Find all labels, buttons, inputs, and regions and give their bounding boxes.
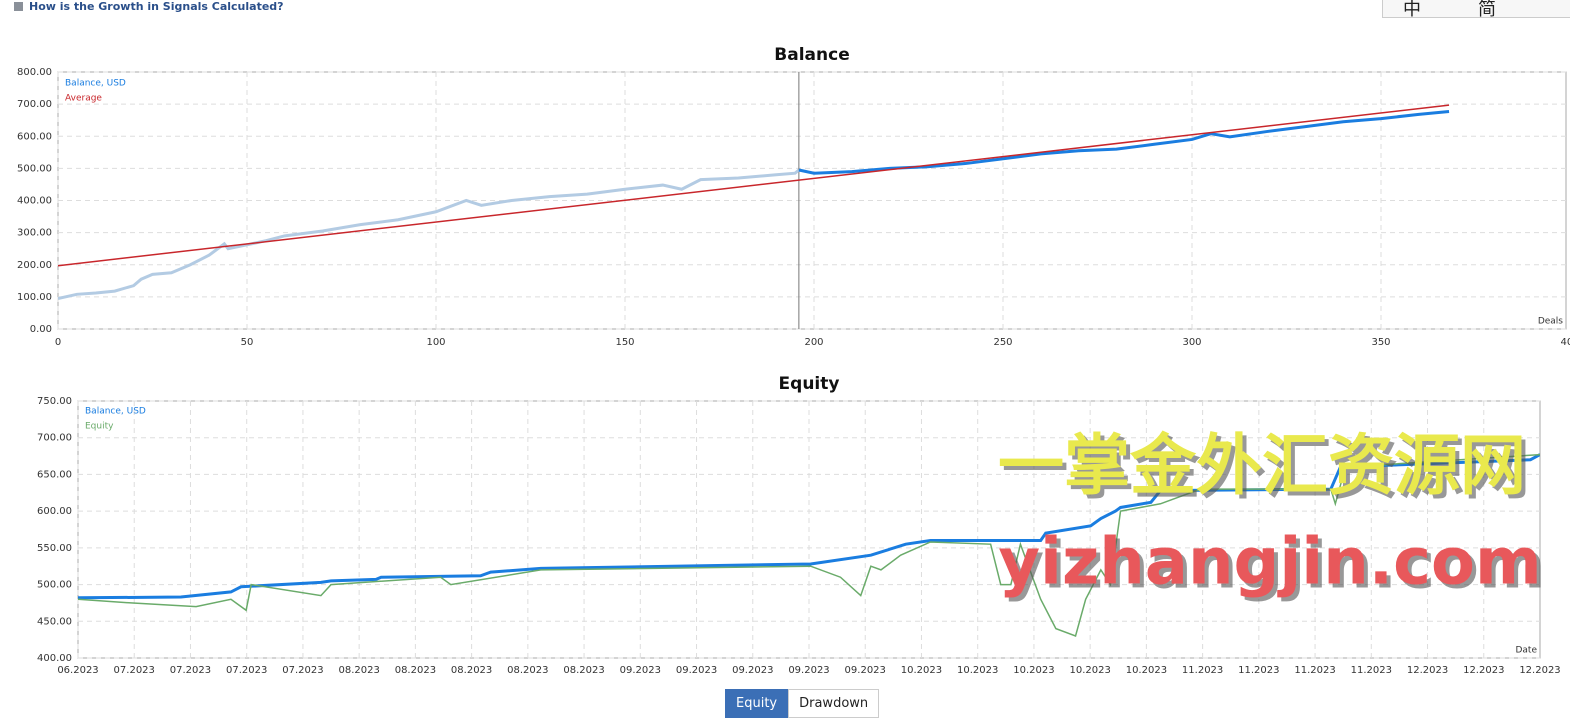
x-tick-label: 12.2023 <box>1519 665 1560 676</box>
x-tick-label: 11.2023 <box>1351 665 1392 676</box>
legend-label: Average <box>65 94 102 104</box>
y-tick-label: 700.00 <box>17 99 52 110</box>
x-tick-label: 08.2023 <box>338 665 379 676</box>
x-tick-label: 08.2023 <box>451 665 492 676</box>
x-tick-label: 100 <box>426 337 445 348</box>
x-axis-label: Date <box>1515 646 1537 656</box>
y-tick-label: 800.00 <box>17 67 52 78</box>
y-tick-label: 0.00 <box>30 324 52 335</box>
x-axis-label: Deals <box>1538 317 1563 327</box>
y-tick-label: 650.00 <box>37 469 72 480</box>
y-tick-label: 500.00 <box>17 163 52 174</box>
x-tick-label: 10.2023 <box>1013 665 1054 676</box>
watermark-text: yizhangjin.com <box>998 526 1541 600</box>
y-tick-label: 550.00 <box>37 543 72 554</box>
charts: Balance 0.00 100.00 200.00 300.00 400.00 500.0… <box>17 45 1570 676</box>
y-tick-label: 300.00 <box>17 228 52 239</box>
x-tick-label: 09.2023 <box>620 665 661 676</box>
x-tick-label: 09.2023 <box>845 665 886 676</box>
series-line <box>78 453 1540 637</box>
x-tick-label: 10.2023 <box>957 665 998 676</box>
ime-toolbar: 中 简 <box>1382 0 1570 20</box>
x-tick-label: 150 <box>615 337 634 348</box>
x-tick-label: 250 <box>993 337 1012 348</box>
ime-text[interactable]: 中 <box>1403 0 1421 20</box>
legend-label: Balance, USD <box>85 407 146 417</box>
legend-label: Equity <box>85 422 114 432</box>
x-tick-label: 300 <box>1182 337 1201 348</box>
x-tick-label: 0 <box>55 337 61 348</box>
x-tick-label: 07.2023 <box>226 665 267 676</box>
watermark: 一掌金外汇资源网 一掌金外汇资源网 yizhangjin.com yizhang… <box>998 427 1546 604</box>
link-text[interactable]: How is the Growth in Signals Calculated? <box>29 0 284 13</box>
watermark-text: 一掌金外汇资源网 <box>998 427 1526 504</box>
equity-button[interactable]: Equity <box>725 689 789 718</box>
series-line <box>58 104 1450 267</box>
y-tick-label: 600.00 <box>37 506 72 517</box>
x-tick-label: 350 <box>1371 337 1390 348</box>
watermark-shadow: 一掌金外汇资源网 <box>1002 431 1530 508</box>
y-tick-label: 400.00 <box>17 196 52 207</box>
tab-buttons: Equity Drawdown <box>725 689 880 718</box>
x-tick-label: 07.2023 <box>170 665 211 676</box>
icon <box>14 2 23 11</box>
x-tick-label: 200 <box>804 337 823 348</box>
series-line <box>78 453 1540 600</box>
y-tick-label: 600.00 <box>17 131 52 142</box>
x-tick-label: 11.2023 <box>1238 665 1279 676</box>
x-tick-label: 10.2023 <box>1126 665 1167 676</box>
x-tick-label: 11.2023 <box>1182 665 1223 676</box>
y-tick-label: 500.00 <box>37 580 72 591</box>
series-line <box>58 168 800 300</box>
chart-title: Balance <box>774 45 849 65</box>
y-tick-label: 100.00 <box>17 292 52 303</box>
x-tick-label: 09.2023 <box>732 665 773 676</box>
series-line <box>798 110 1450 175</box>
x-tick-label: 06.2023 <box>57 665 98 676</box>
y-tick-label: 700.00 <box>37 433 72 444</box>
drawdown-button[interactable]: Drawdown <box>788 689 880 718</box>
y-tick-label: 400.00 <box>37 653 72 664</box>
x-tick-label: 08.2023 <box>563 665 604 676</box>
x-tick-label: 50 <box>241 337 254 348</box>
x-tick-label: 10.2023 <box>901 665 942 676</box>
ime-text[interactable]: 简 <box>1478 0 1496 20</box>
chart-title: Equity <box>779 374 840 394</box>
legend-label: Balance, USD <box>65 79 126 89</box>
y-tick-label: 450.00 <box>37 616 72 627</box>
x-tick-label: 09.2023 <box>676 665 717 676</box>
x-tick-label: 12.2023 <box>1407 665 1448 676</box>
x-tick-label: 08.2023 <box>395 665 436 676</box>
y-tick-label: 750.00 <box>37 396 72 407</box>
y-tick-label: 200.00 <box>17 260 52 271</box>
x-tick-label: 11.2023 <box>1294 665 1335 676</box>
x-tick-label: 08.2023 <box>507 665 548 676</box>
watermark-shadow: yizhangjin.com <box>1002 530 1545 604</box>
help-link[interactable]: How is the Growth in Signals Calculated? <box>14 0 284 13</box>
x-tick-label: 12.2023 <box>1463 665 1504 676</box>
x-tick-label: 09.2023 <box>788 665 829 676</box>
x-tick-label: 400 <box>1560 337 1570 348</box>
x-tick-label: 10.2023 <box>1069 665 1110 676</box>
x-tick-label: 07.2023 <box>282 665 323 676</box>
x-tick-label: 07.2023 <box>114 665 155 676</box>
